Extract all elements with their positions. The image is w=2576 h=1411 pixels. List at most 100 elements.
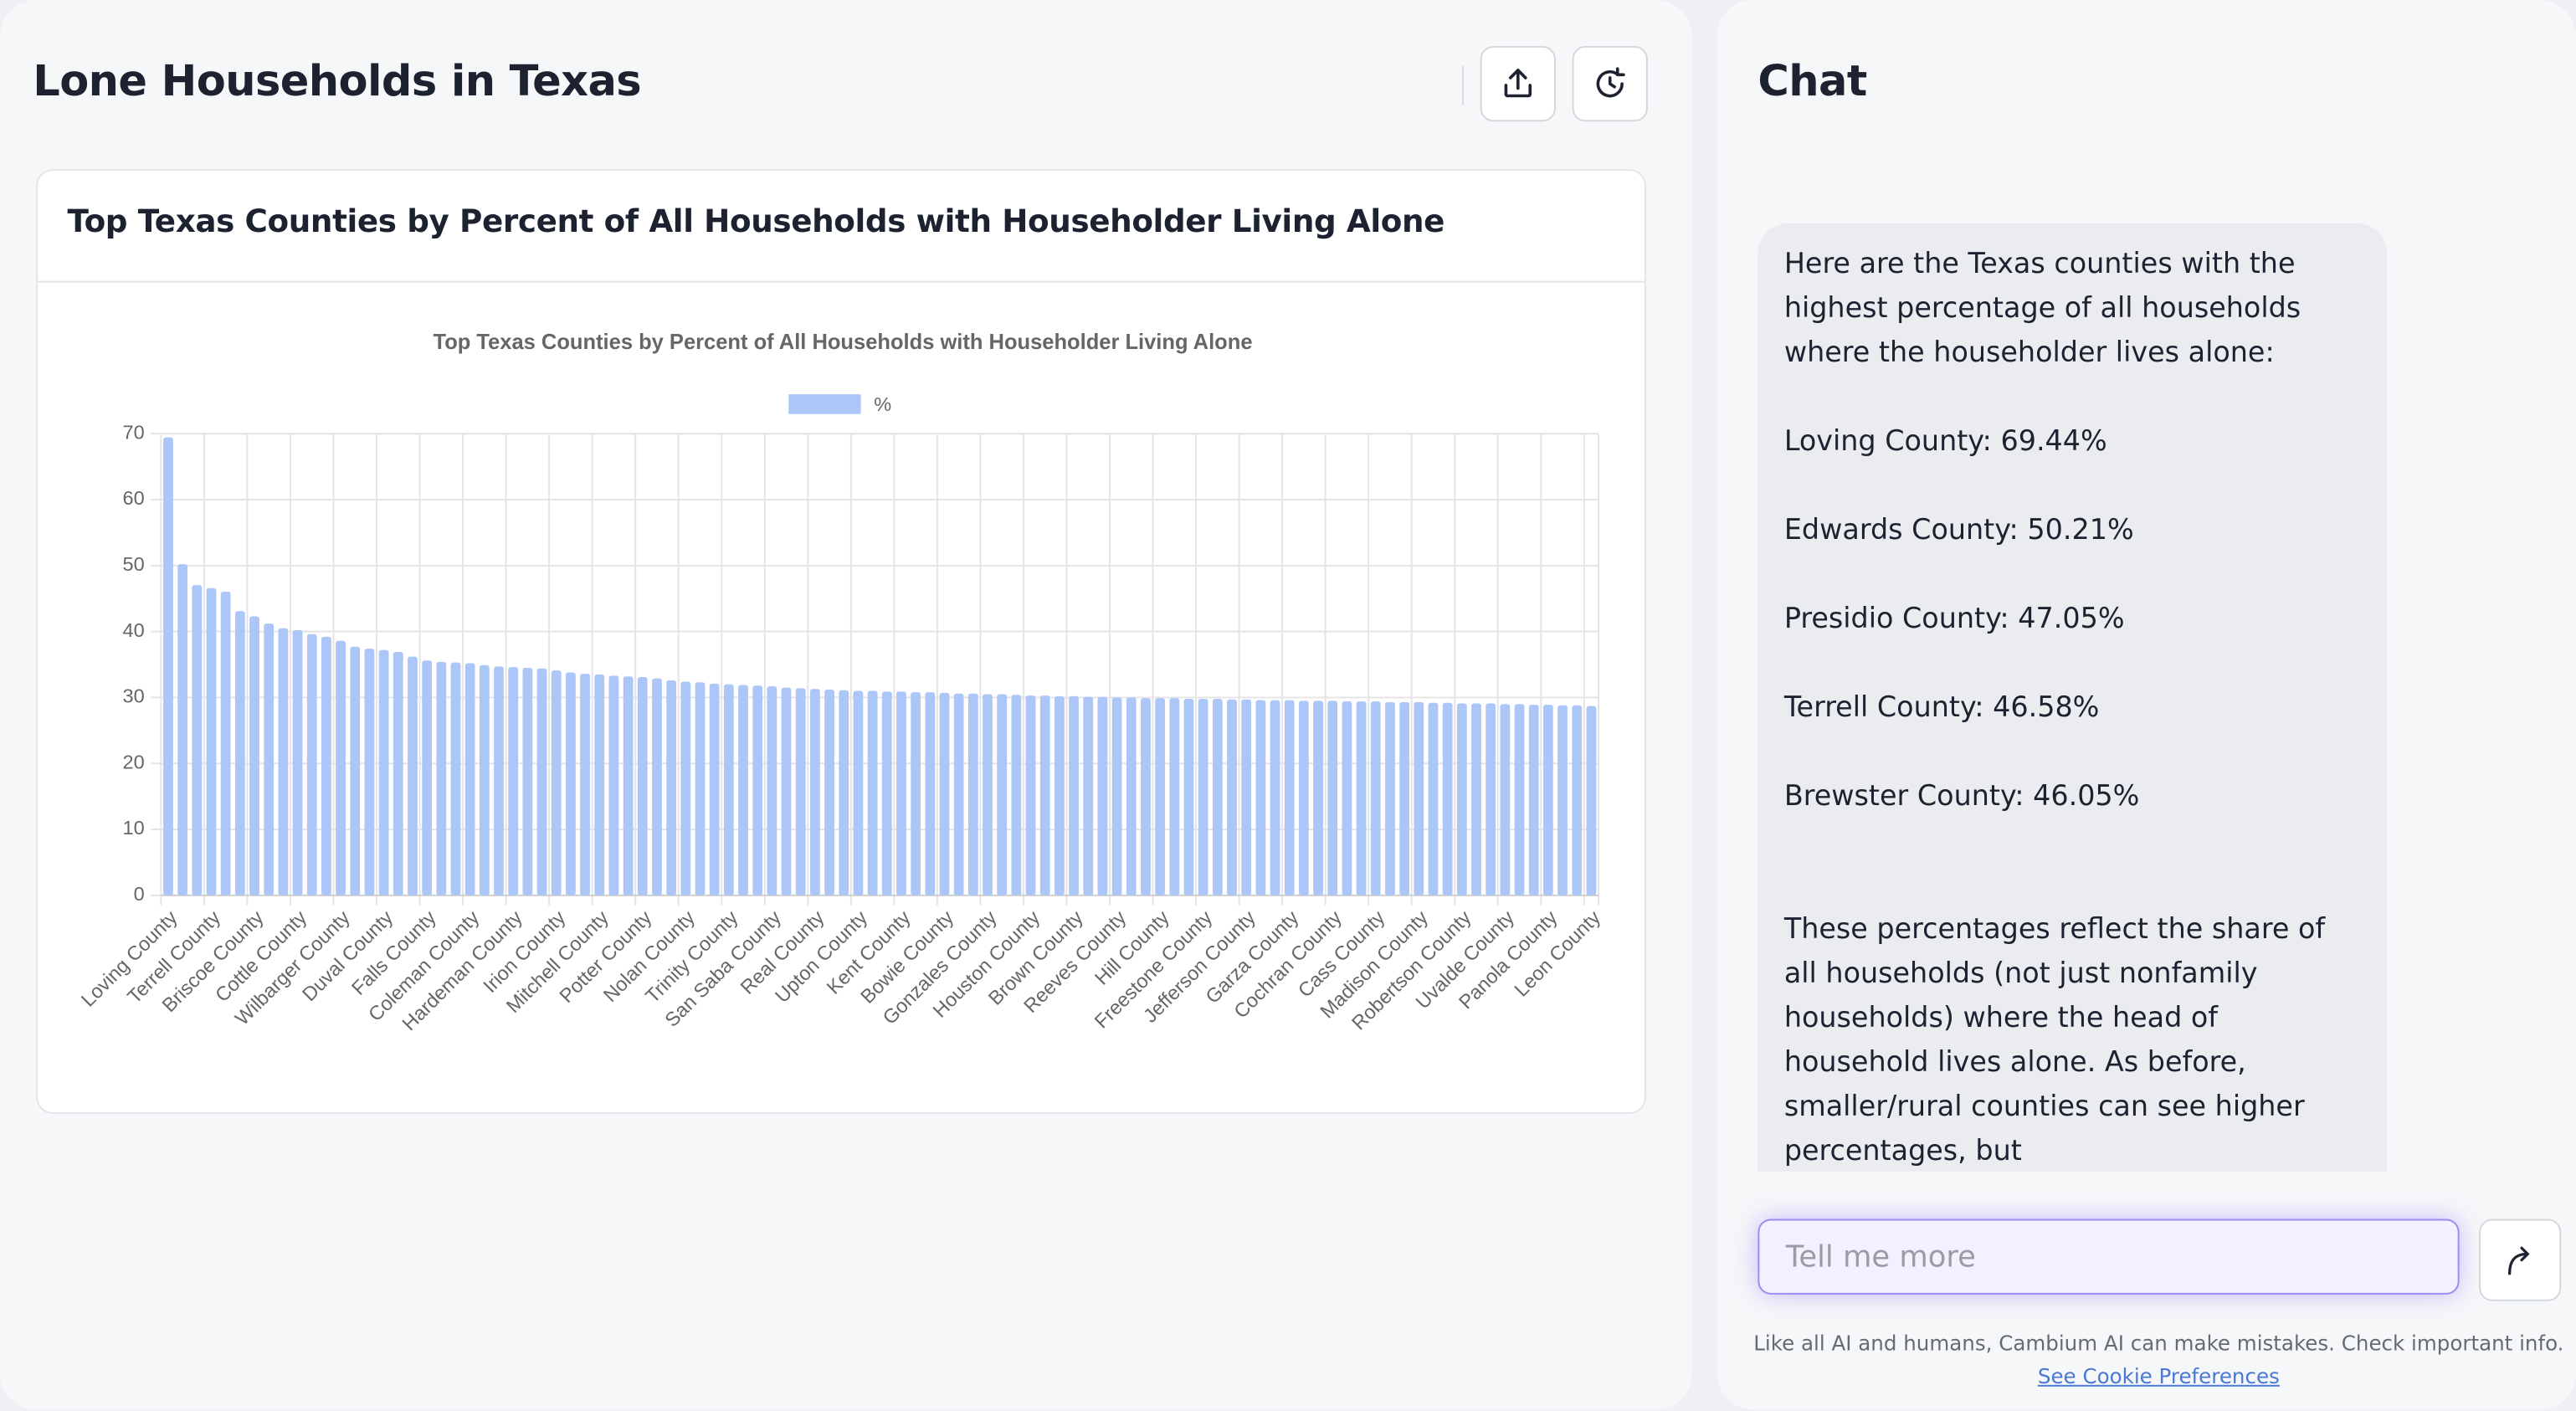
bar <box>393 652 403 895</box>
bar <box>594 674 605 895</box>
bar <box>1198 699 1208 895</box>
bar <box>494 666 504 895</box>
bar <box>795 688 806 895</box>
y-tick-label: 0 <box>134 883 145 905</box>
bar <box>1183 699 1194 895</box>
bar <box>436 661 447 895</box>
legend-swatch <box>788 394 861 414</box>
bar <box>1141 698 1151 895</box>
share-button[interactable] <box>1480 45 1556 122</box>
bar <box>464 663 475 895</box>
history-button[interactable] <box>1572 45 1648 122</box>
message-bubble: Here are the Texas counties with the hig… <box>1758 223 2388 1172</box>
bar <box>580 674 590 895</box>
bar <box>479 664 490 895</box>
bar <box>1456 703 1467 895</box>
bar <box>321 636 331 895</box>
bar <box>666 680 677 895</box>
message-item: Brewster County: 46.05% <box>1783 780 2140 813</box>
y-tick-label: 30 <box>123 685 145 707</box>
bar <box>1557 705 1568 895</box>
bar <box>1313 700 1323 895</box>
bar <box>177 564 188 895</box>
chat-title: Chat <box>1758 57 1867 107</box>
bar <box>536 668 547 895</box>
message-item: Loving County: 69.44% <box>1783 425 2107 459</box>
bar <box>1155 698 1166 895</box>
bar <box>1514 704 1525 895</box>
bar <box>408 656 418 895</box>
bar <box>1471 703 1481 895</box>
message-item: Presidio County: 47.05% <box>1783 603 2125 636</box>
y-tick-label: 40 <box>123 619 145 641</box>
bar <box>723 684 734 895</box>
cookie-link[interactable]: See Cookie Preferences <box>2037 1363 2280 1388</box>
bar <box>939 692 950 895</box>
bar <box>1586 706 1597 895</box>
card-title: Top Texas Counties by Percent of All Hou… <box>67 203 1445 240</box>
y-tick-label: 50 <box>123 553 145 575</box>
separator <box>1462 65 1465 105</box>
chart: Top Texas Counties by Percent of All Hou… <box>77 331 1604 1034</box>
bar <box>1227 699 1237 895</box>
bar <box>336 640 346 895</box>
bar <box>1025 695 1036 895</box>
bar <box>1528 705 1539 895</box>
bar <box>1500 704 1511 895</box>
bar <box>1572 705 1583 895</box>
bar <box>738 685 748 895</box>
bar <box>867 690 878 895</box>
bar <box>249 616 259 895</box>
bar <box>824 689 834 895</box>
bar <box>953 693 964 895</box>
y-tick-label: 70 <box>123 421 145 443</box>
bar <box>206 587 217 895</box>
page-title: Lone Households in Texas <box>33 57 642 107</box>
bar <box>925 692 936 895</box>
bar <box>997 694 1008 895</box>
bar <box>1255 700 1266 895</box>
bar <box>1169 698 1180 895</box>
bar <box>1399 701 1410 895</box>
bar <box>680 681 691 895</box>
chat-input[interactable]: Tell me more <box>1758 1219 2460 1295</box>
bar <box>896 691 906 895</box>
bar <box>422 660 433 895</box>
bar <box>911 692 921 895</box>
bar <box>1428 702 1439 895</box>
bar <box>1039 695 1050 895</box>
bar <box>1486 703 1496 895</box>
bar <box>1083 696 1094 895</box>
bar <box>508 667 519 895</box>
bar <box>1356 701 1367 895</box>
bar <box>450 662 461 895</box>
bar <box>350 646 361 895</box>
bar <box>1011 695 1022 895</box>
chat-panel: Chat Here are the Texas counties with th… <box>1716 0 2576 1410</box>
disclaimer: Like all AI and humans, Cambium AI can m… <box>1753 1331 2564 1356</box>
bar <box>278 628 289 895</box>
bar <box>522 667 533 895</box>
bar <box>1241 699 1252 895</box>
bar <box>767 686 777 895</box>
bar <box>378 649 389 895</box>
bar <box>306 634 317 895</box>
bar <box>566 672 576 895</box>
bar <box>695 682 706 895</box>
y-tick-label: 10 <box>123 817 145 839</box>
y-tick-label: 20 <box>123 751 145 772</box>
history-icon <box>1596 67 1625 98</box>
bar <box>637 677 648 895</box>
send-icon <box>2508 1246 2529 1275</box>
divider <box>38 280 1645 283</box>
bar <box>364 649 375 895</box>
bar <box>551 670 562 895</box>
message-closing: These percentages reflect the share of a… <box>1783 913 2326 1168</box>
bar <box>881 691 892 895</box>
bar <box>163 437 173 895</box>
message-intro: Here are the Texas counties with the hig… <box>1783 248 2301 370</box>
send-button[interactable] <box>2479 1219 2562 1301</box>
bar <box>1284 700 1295 895</box>
bar <box>1414 701 1424 895</box>
